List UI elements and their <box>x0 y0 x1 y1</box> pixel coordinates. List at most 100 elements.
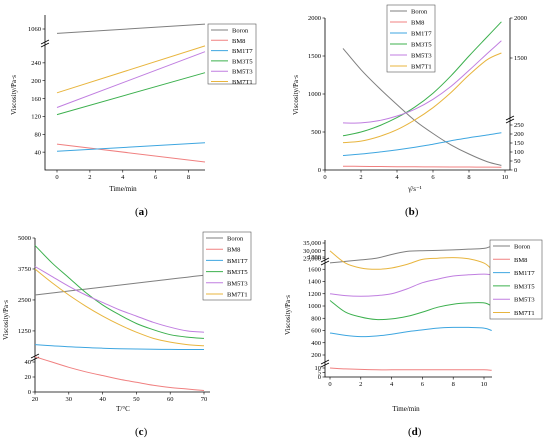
x-tick-label: 8 <box>452 381 455 388</box>
legend-label: BM7T1 <box>514 310 535 317</box>
x-tick-label: 40 <box>99 396 106 403</box>
x-tick-label: 4 <box>390 381 394 388</box>
y-axis-label: Viscosity/Pa·s <box>284 295 292 335</box>
x-axis-label: T/°C <box>116 405 130 413</box>
chart-b: 0 500 1000 1500 2000 0 50 100 150 200 250 1500 2000 0… <box>292 4 527 218</box>
legend-label: BM3T5 <box>227 269 248 276</box>
series-line-BM3T5 <box>329 300 492 321</box>
legend-label: BM8 <box>227 247 240 254</box>
y-tick-label: 80 <box>35 131 42 138</box>
caption-a: (a) <box>135 206 148 218</box>
legend-label: BM8 <box>514 257 527 264</box>
y-tick-label: 600 <box>311 328 321 335</box>
y-tick-label: 0 <box>28 389 31 396</box>
caption-letter: a <box>139 206 145 218</box>
legend-label: Boron <box>232 28 249 35</box>
y-tick-label: 150 <box>514 140 524 147</box>
series-line-BM1T7 <box>34 344 204 350</box>
x-tick-label: 50 <box>133 396 140 403</box>
axis-break-mark <box>320 359 330 368</box>
y-tick-label: 1200 <box>308 291 321 298</box>
legend-label: BM7T1 <box>411 64 432 71</box>
axes <box>44 15 205 171</box>
y-tick-label: 1400 <box>308 279 321 286</box>
y-axis-label: Viscosity/Pa·s <box>2 300 10 340</box>
y-tick-label: 1500 <box>308 53 321 60</box>
legend-label: BM1T7 <box>227 258 248 265</box>
x-tick-label: 4 <box>121 174 125 181</box>
y-tick-label: 1800 <box>308 254 321 261</box>
x-tick-label: 6 <box>421 381 425 388</box>
y-tick-label: 1000 <box>308 91 321 98</box>
y-axis-label: Viscosity/Pa·s <box>292 75 300 115</box>
x-axis-label: Time/min <box>109 185 137 193</box>
legend-box <box>207 23 257 85</box>
series-line-BM3T5 <box>342 21 502 137</box>
legend-label: BM3T5 <box>514 283 535 290</box>
series-line-BM5T3 <box>342 40 502 124</box>
legend-label: BM3T5 <box>232 58 253 65</box>
y-tick-label: 3750 <box>18 266 31 273</box>
y-tick-label: 200 <box>514 131 524 138</box>
y-tick-label: 240 <box>31 60 41 67</box>
y-tick-label: 50 <box>514 158 521 165</box>
x-tick-label: 10 <box>502 174 509 181</box>
x-tick-label: 0 <box>328 381 331 388</box>
legend-label: BM5T3 <box>514 297 535 304</box>
series-line-BM3T5 <box>56 72 206 116</box>
series-line-Boron <box>56 23 206 34</box>
legend-box <box>489 239 543 320</box>
x-tick-label: 6 <box>431 174 435 181</box>
series-line-BM8 <box>329 367 492 371</box>
y-tick-label: 0 <box>318 374 321 381</box>
legend-label: BM7T1 <box>232 79 253 86</box>
chart-d: 05102004006008001000120014001600180025,0… <box>284 239 543 438</box>
series-line-BM5T3 <box>329 273 492 297</box>
y-tick-label: 20 <box>25 374 32 381</box>
legend-label: Boron <box>411 9 428 16</box>
series-line-BM5T3 <box>34 266 205 333</box>
y-tick-label: 800 <box>311 315 321 322</box>
legend-label: BM5T3 <box>232 69 253 76</box>
y-tick-label: 30,000 <box>303 248 321 255</box>
series-line-Boron <box>34 274 205 296</box>
axis-break-mark <box>40 39 50 48</box>
series-line-BM5T3 <box>56 51 206 108</box>
y-tick-label: 40 <box>25 359 32 366</box>
y-tick-label: 400 <box>311 340 321 347</box>
y-tick-label: 200 <box>311 352 321 359</box>
series-line-BM7T1 <box>329 250 493 270</box>
series-line-BM1T7 <box>342 132 502 157</box>
caption-d: (d) <box>408 426 422 438</box>
y-tick-label: 160 <box>31 96 41 103</box>
y-tick-label: 35,000 <box>303 240 321 247</box>
legend-label: Boron <box>227 236 244 243</box>
series-line-BM7T1 <box>34 268 205 347</box>
chart-a: 40 80 120 160 200 240 1060 0 2 4 6 8 Boron BM8 BM1T7 BM… <box>10 15 257 218</box>
series-line-BM7T1 <box>342 52 502 144</box>
x-tick-label: 6 <box>154 174 158 181</box>
series-line-BM8 <box>34 356 205 391</box>
caption-c: (c) <box>135 426 148 438</box>
y-tick-label: 2500 <box>18 297 31 304</box>
legend-label: BM8 <box>232 38 245 45</box>
caption-letter: d <box>412 426 418 438</box>
series-line-BM1T7 <box>56 142 206 152</box>
legend-label: Boron <box>514 244 531 251</box>
y-tick-label: 0 <box>514 167 517 174</box>
y-tick-label: 120 <box>31 114 41 121</box>
y-tick-label: 5 <box>318 370 321 377</box>
series-line-Boron <box>329 245 492 264</box>
x-tick-label: 8 <box>467 174 470 181</box>
y-tick-label: 40 <box>35 149 42 156</box>
legend-label: BM5T3 <box>411 53 432 60</box>
legend-label: BM1T7 <box>514 270 535 277</box>
caption-letter: b <box>409 206 415 218</box>
x-tick-label: 30 <box>66 396 73 403</box>
y-tick-label: 200 <box>31 78 41 85</box>
x-tick-label: 60 <box>167 396 174 403</box>
y-tick-label: 5000 <box>18 235 31 242</box>
x-tick-label: 0 <box>55 174 58 181</box>
series-line-BM1T7 <box>329 326 492 338</box>
